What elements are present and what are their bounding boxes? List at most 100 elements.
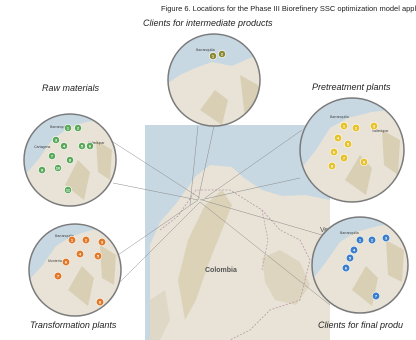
- location-marker-dot: [349, 245, 359, 255]
- location-marker-number: 6: [333, 150, 336, 155]
- inset-label-valledupar: Valledupar: [372, 129, 389, 133]
- connector-lines: [109, 125, 331, 306]
- location-marker-number: 11: [66, 188, 71, 193]
- location-marker: 1: [355, 235, 365, 245]
- map-terrain: [178, 190, 232, 320]
- location-marker-dot: [359, 157, 369, 167]
- location-marker-dot: [52, 136, 60, 144]
- location-marker-dot: [38, 166, 46, 174]
- inset-label-monteria: Montería: [48, 259, 62, 263]
- location-marker-number: 4: [79, 252, 82, 257]
- panel-label-raw-materials: Raw materials: [42, 83, 100, 93]
- inset-transformation-plants: Barranquilla Montería 1 2 3 4 5 6 7 8: [28, 223, 122, 317]
- location-marker-number: 1: [67, 126, 70, 131]
- inset-label-valledupar: Valledupar: [88, 141, 105, 145]
- figure-caption: Figure 6. Locations for the Phase III Bi…: [161, 4, 416, 13]
- location-marker-dot: [75, 249, 85, 259]
- location-marker: 8: [66, 156, 74, 164]
- location-marker-dot: [48, 152, 56, 160]
- location-marker: 2: [81, 235, 91, 245]
- location-marker-dot: [345, 253, 355, 263]
- location-marker-number: 3: [385, 236, 388, 241]
- location-marker: 2: [218, 50, 226, 58]
- location-marker-number: 4: [337, 136, 340, 141]
- map-label-colombia: Colombia: [205, 267, 237, 274]
- location-marker: 4: [75, 249, 85, 259]
- location-marker: 4: [333, 133, 343, 143]
- inset-label-barranquilla: Barranquilla: [330, 115, 349, 119]
- location-marker-dot: [95, 297, 105, 307]
- location-marker-dot: [67, 235, 77, 245]
- location-marker: 8: [95, 297, 105, 307]
- location-marker: 5: [345, 253, 355, 263]
- location-marker-number: 7: [57, 274, 60, 279]
- location-marker: 1: [64, 124, 72, 132]
- location-marker-number: 1: [343, 124, 346, 129]
- location-marker: 4: [60, 142, 68, 150]
- panel-label-clients-intermediate: Clients for intermediate products: [143, 18, 273, 28]
- location-marker-number: 4: [63, 144, 66, 149]
- location-marker: 2: [74, 124, 82, 132]
- location-marker-dot: [343, 139, 353, 149]
- location-marker: 7: [339, 153, 349, 163]
- location-marker-number: 1: [71, 238, 74, 243]
- location-marker-dot: [371, 291, 381, 301]
- location-marker: 6: [329, 147, 339, 157]
- location-marker: 2: [367, 235, 377, 245]
- location-marker-dot: [97, 237, 107, 247]
- markers-transformation-plants: 1 2 3 4 5 6 7 8: [53, 235, 107, 307]
- location-marker-number: 6: [345, 266, 348, 271]
- location-marker: 6: [341, 263, 351, 273]
- location-marker-dot: [209, 52, 217, 60]
- location-marker-number: 3: [55, 138, 58, 143]
- location-marker-number: 5: [347, 142, 350, 147]
- inset-label-barranquilla: Barranquilla: [340, 231, 359, 235]
- location-marker-number: 8: [99, 300, 102, 305]
- country-border: [159, 189, 311, 340]
- location-marker: 3: [97, 237, 107, 247]
- inset-label-barranquilla: Barranquilla: [196, 48, 215, 52]
- markers-clients-final: 1 2 3 456 7: [341, 233, 391, 301]
- location-marker-number: 7: [51, 154, 54, 159]
- location-marker-dot: [327, 161, 337, 171]
- location-marker: 2: [351, 123, 361, 133]
- location-marker-dot: [339, 121, 349, 131]
- location-marker: 5: [343, 139, 353, 149]
- location-marker: 6: [86, 142, 94, 150]
- location-marker: 1: [209, 52, 217, 60]
- inset-clients-final: Barranquilla 1 2 3 456 7: [311, 216, 409, 314]
- panel-label-pretreatment-plants: Pretreatment plants: [312, 82, 391, 92]
- location-marker-dot: [61, 257, 71, 267]
- location-marker-dot: [367, 235, 377, 245]
- central-map: [145, 125, 330, 340]
- location-marker: 1: [339, 121, 349, 131]
- location-marker-dot: [93, 251, 103, 261]
- location-marker: 1: [67, 235, 77, 245]
- location-marker: 5: [93, 251, 103, 261]
- location-marker-dot: [81, 235, 91, 245]
- location-marker-dot: [53, 271, 63, 281]
- location-marker: 7: [53, 271, 63, 281]
- inset-raw-materials: Barranquilla Cartagena Valledupar 1 234 5 6…: [23, 113, 117, 207]
- location-marker-number: 3: [101, 240, 104, 245]
- location-marker-dot: [86, 142, 94, 150]
- location-marker-number: 5: [349, 256, 352, 261]
- panel-label-transformation-plants: Transformation plants: [30, 320, 117, 330]
- location-marker: 9: [359, 157, 369, 167]
- location-marker: 8: [327, 161, 337, 171]
- location-marker-dot: [339, 153, 349, 163]
- location-marker-number: 10: [56, 166, 61, 171]
- location-marker-dot: [78, 142, 86, 150]
- location-marker-number: 4: [353, 248, 356, 253]
- inset-pretreatment-plants: Barranquilla Valledupar 1 2 3 4 5 6 7 8 9: [299, 97, 405, 203]
- location-marker: 7: [371, 291, 381, 301]
- location-marker-dot: [369, 121, 379, 131]
- location-marker-number: 2: [221, 52, 224, 57]
- inset-label-cartagena: Cartagena: [34, 145, 50, 149]
- location-marker: 3: [52, 136, 60, 144]
- location-marker-number: 9: [363, 160, 366, 165]
